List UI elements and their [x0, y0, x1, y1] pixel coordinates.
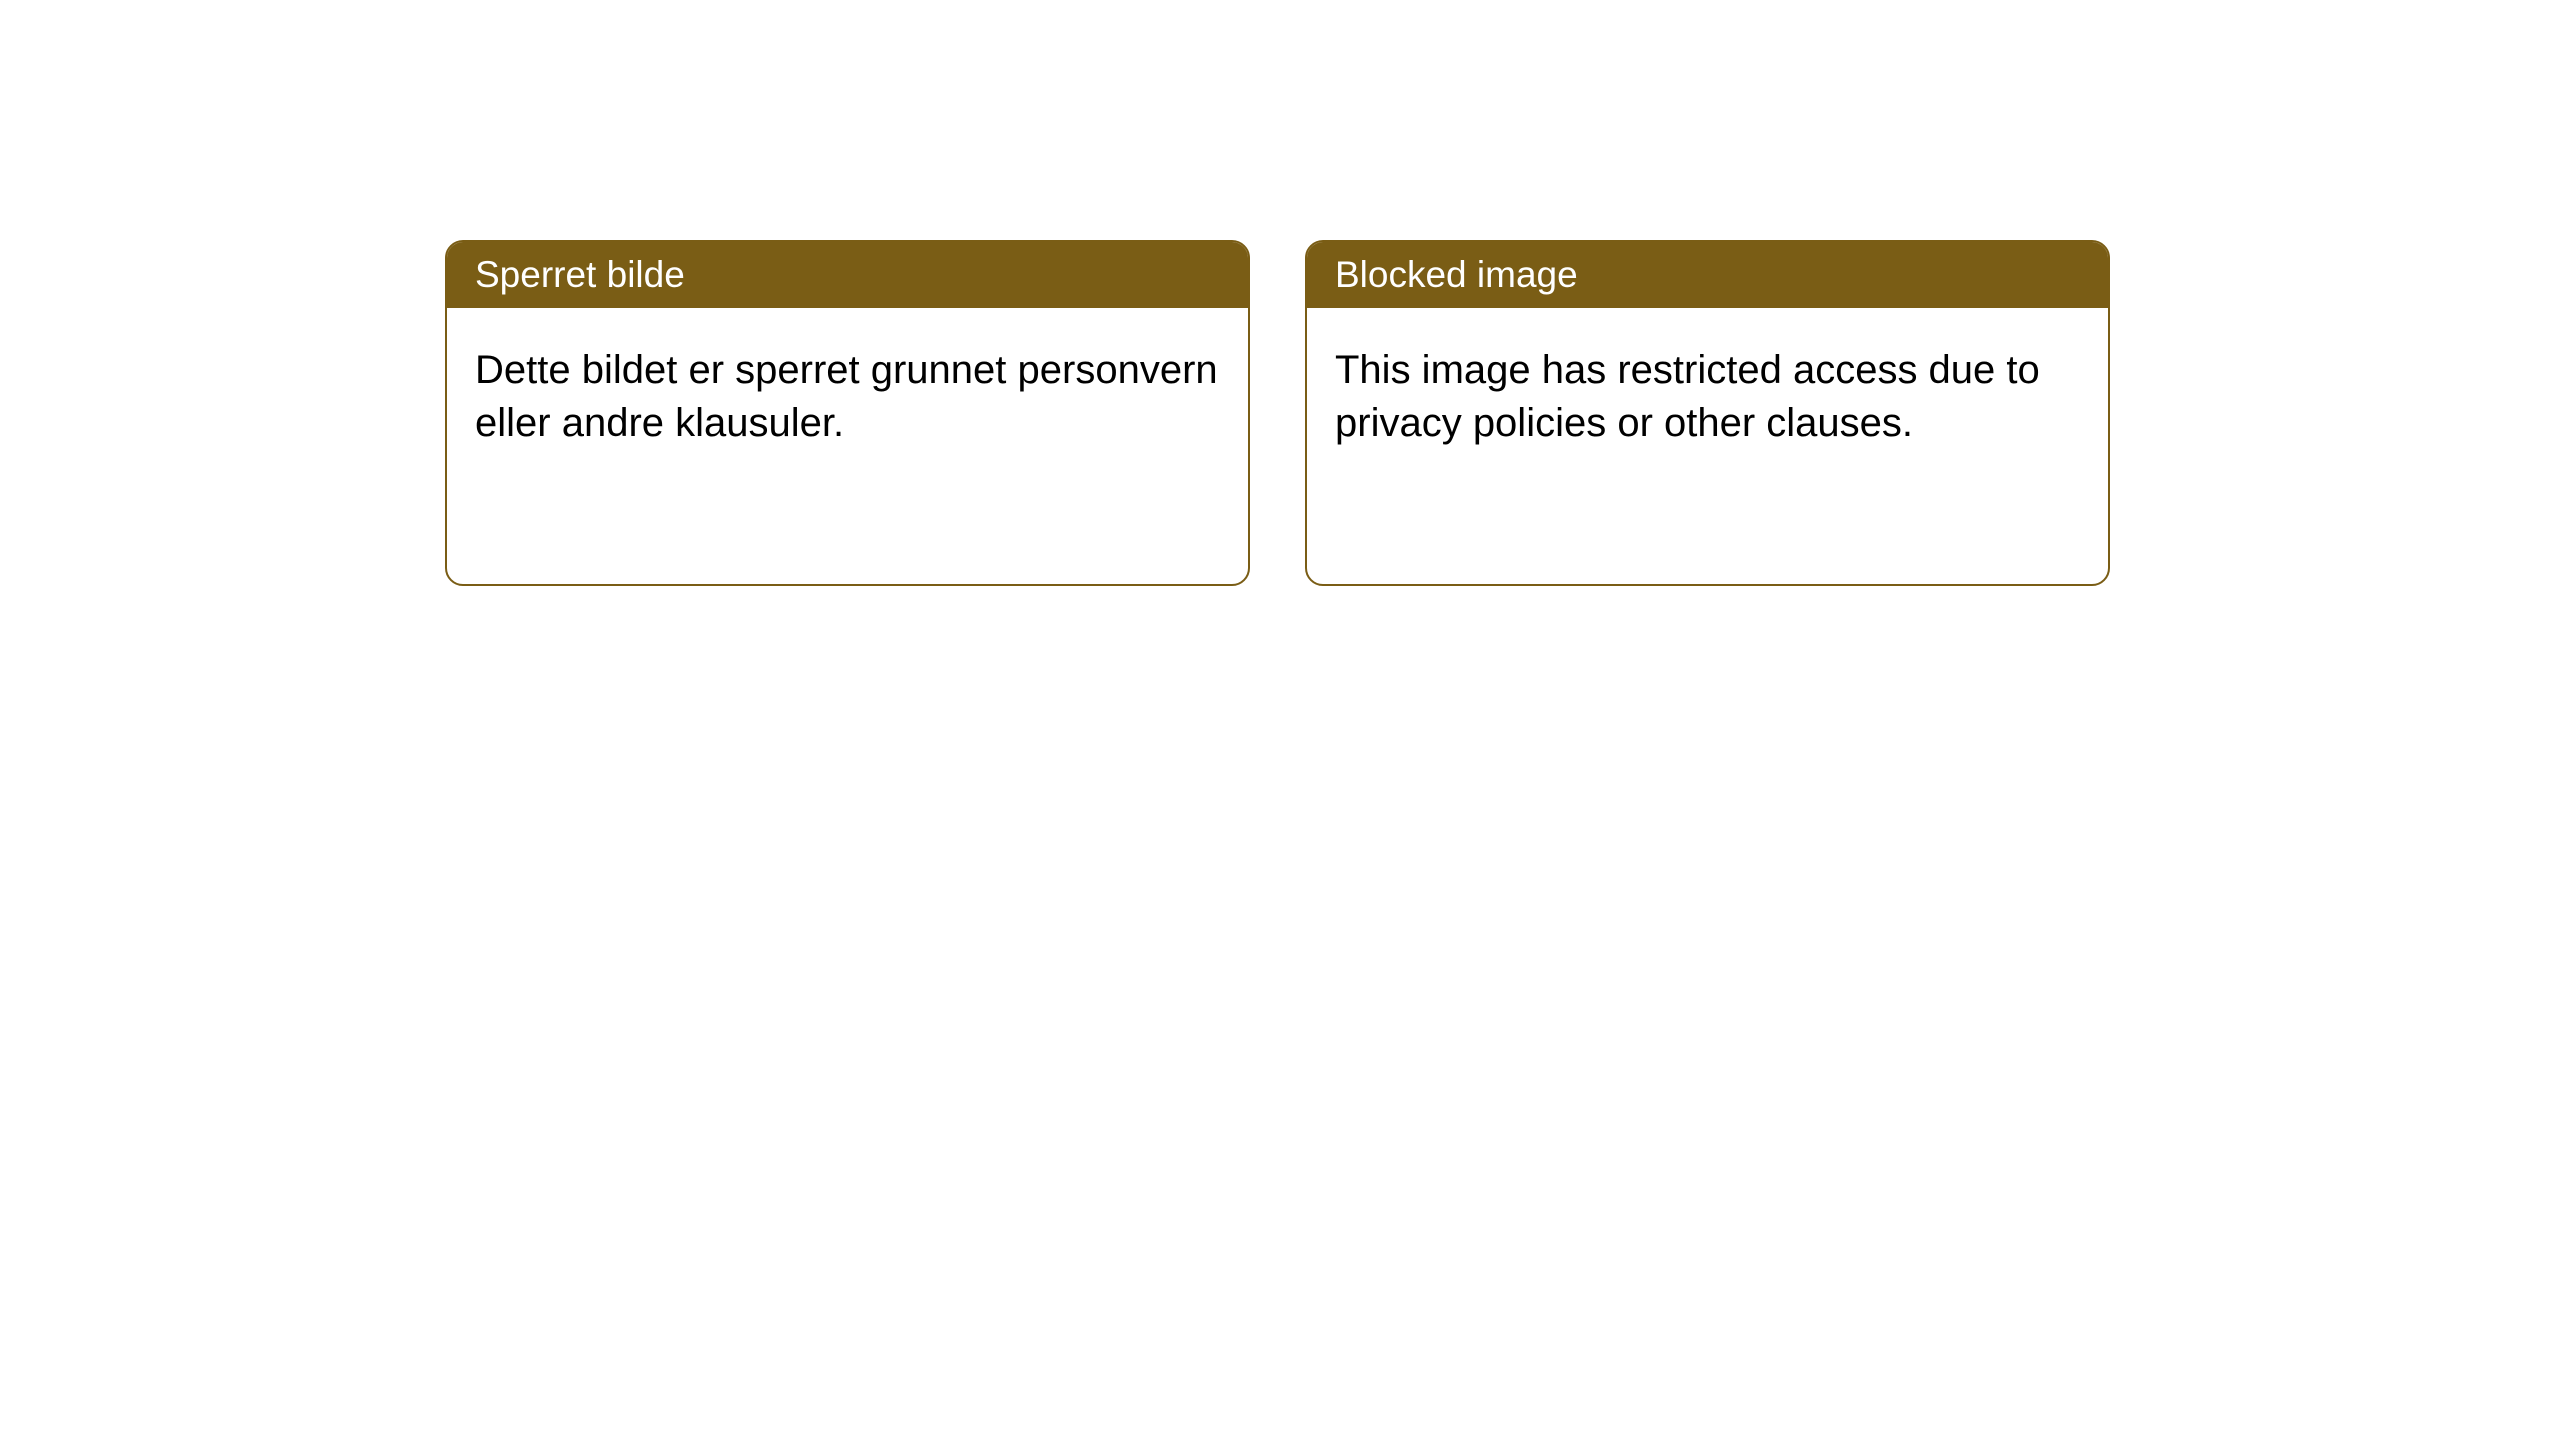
notice-body-text-norwegian: Dette bildet er sperret grunnet personve… [475, 348, 1218, 445]
notice-header-english: Blocked image [1307, 242, 2108, 308]
notice-title-norwegian: Sperret bilde [475, 254, 685, 295]
notice-card-norwegian: Sperret bilde Dette bildet er sperret gr… [445, 240, 1250, 586]
notice-card-english: Blocked image This image has restricted … [1305, 240, 2110, 586]
notice-body-english: This image has restricted access due to … [1307, 308, 2108, 584]
notice-title-english: Blocked image [1335, 254, 1578, 295]
notice-header-norwegian: Sperret bilde [447, 242, 1248, 308]
notice-body-norwegian: Dette bildet er sperret grunnet personve… [447, 308, 1248, 584]
notice-container: Sperret bilde Dette bildet er sperret gr… [445, 240, 2110, 586]
notice-body-text-english: This image has restricted access due to … [1335, 348, 2040, 445]
